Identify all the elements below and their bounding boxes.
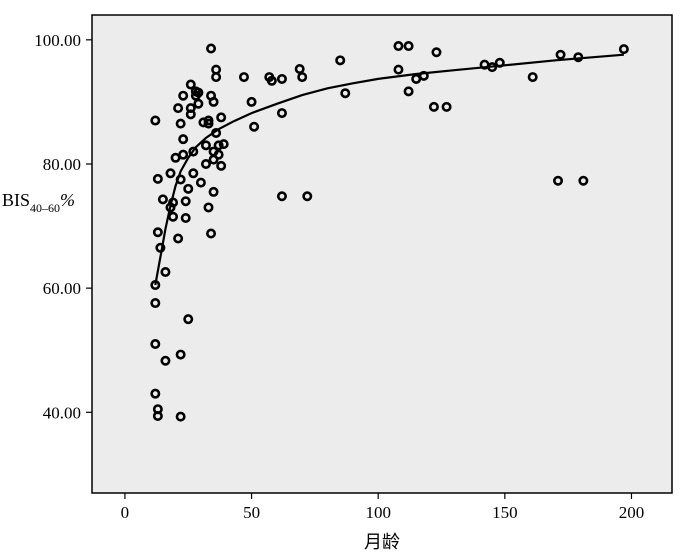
data-point bbox=[206, 228, 217, 239]
y-axis-title: BIS40–60% bbox=[2, 190, 75, 215]
data-point bbox=[188, 168, 199, 179]
data-point bbox=[297, 72, 308, 83]
y-tick-label: 40.00 bbox=[43, 403, 81, 422]
data-point bbox=[428, 101, 439, 112]
data-point bbox=[150, 298, 161, 309]
x-tick-label: 100 bbox=[365, 503, 391, 522]
data-point bbox=[180, 196, 191, 207]
data-point bbox=[393, 64, 404, 75]
data-point bbox=[276, 73, 287, 84]
x-tick-label: 0 bbox=[121, 503, 130, 522]
data-point bbox=[175, 118, 186, 129]
data-point bbox=[441, 101, 452, 112]
fit-curve bbox=[154, 53, 624, 286]
data-point bbox=[266, 75, 277, 86]
data-point bbox=[175, 349, 186, 360]
data-point bbox=[206, 43, 217, 54]
data-point bbox=[213, 140, 224, 151]
data-point bbox=[618, 44, 629, 55]
data-point bbox=[200, 158, 211, 169]
data-point bbox=[276, 191, 287, 202]
plot-area bbox=[91, 14, 673, 494]
data-point bbox=[403, 86, 414, 97]
data-point bbox=[213, 149, 224, 160]
data-point bbox=[175, 411, 186, 422]
data-point bbox=[431, 47, 442, 58]
data-point bbox=[208, 154, 219, 165]
data-point bbox=[246, 96, 257, 107]
data-point bbox=[173, 233, 184, 244]
data-point bbox=[180, 212, 191, 223]
data-point bbox=[216, 112, 227, 123]
data-point bbox=[527, 72, 538, 83]
data-point bbox=[211, 72, 222, 83]
data-point bbox=[165, 168, 176, 179]
data-point bbox=[203, 118, 214, 129]
data-point bbox=[249, 121, 260, 132]
data-point bbox=[178, 134, 189, 145]
axis-ticks: 0 50 100 150 200 40.00 60.00 80.00 100.00 bbox=[34, 31, 644, 522]
x-tick-label: 200 bbox=[619, 503, 645, 522]
data-point bbox=[188, 146, 199, 157]
data-point bbox=[193, 87, 204, 98]
data-point bbox=[152, 173, 163, 184]
data-point bbox=[578, 175, 589, 186]
x-tick-label: 50 bbox=[243, 503, 260, 522]
data-point bbox=[185, 109, 196, 120]
data-point bbox=[335, 55, 346, 66]
data-point bbox=[302, 191, 313, 202]
data-point bbox=[160, 267, 171, 278]
data-point bbox=[276, 108, 287, 119]
data-point bbox=[203, 202, 214, 213]
data-point bbox=[294, 64, 305, 75]
data-point bbox=[152, 411, 163, 422]
y-axis-title-suffix: % bbox=[60, 190, 75, 210]
data-point bbox=[208, 186, 219, 197]
data-point bbox=[152, 227, 163, 238]
data-point bbox=[150, 388, 161, 399]
x-tick-label: 150 bbox=[492, 503, 518, 522]
x-axis-title: 月龄 bbox=[364, 532, 400, 553]
data-point bbox=[555, 49, 566, 60]
data-point bbox=[193, 98, 204, 109]
data-point bbox=[157, 194, 168, 205]
data-point bbox=[393, 41, 404, 52]
data-point bbox=[238, 72, 249, 83]
y-tick-label: 60.00 bbox=[43, 279, 81, 298]
data-point bbox=[183, 183, 194, 194]
y-axis-title-main: BIS bbox=[2, 190, 30, 210]
data-point bbox=[150, 115, 161, 126]
data-point bbox=[173, 103, 184, 114]
data-point bbox=[198, 117, 209, 128]
data-point bbox=[178, 149, 189, 160]
data-point bbox=[178, 90, 189, 101]
data-point bbox=[168, 211, 179, 222]
data-point bbox=[553, 175, 564, 186]
data-point bbox=[183, 314, 194, 325]
data-point bbox=[160, 355, 171, 366]
data-point bbox=[200, 140, 211, 151]
data-point bbox=[150, 339, 161, 350]
data-point bbox=[340, 88, 351, 99]
data-point bbox=[403, 41, 414, 52]
data-point bbox=[216, 160, 227, 171]
data-point bbox=[218, 139, 229, 150]
y-tick-label: 100.00 bbox=[34, 31, 81, 50]
data-point bbox=[185, 79, 196, 90]
y-tick-label: 80.00 bbox=[43, 155, 81, 174]
y-axis-title-subscript: 40–60 bbox=[30, 201, 60, 215]
data-point bbox=[195, 177, 206, 188]
data-point bbox=[208, 96, 219, 107]
